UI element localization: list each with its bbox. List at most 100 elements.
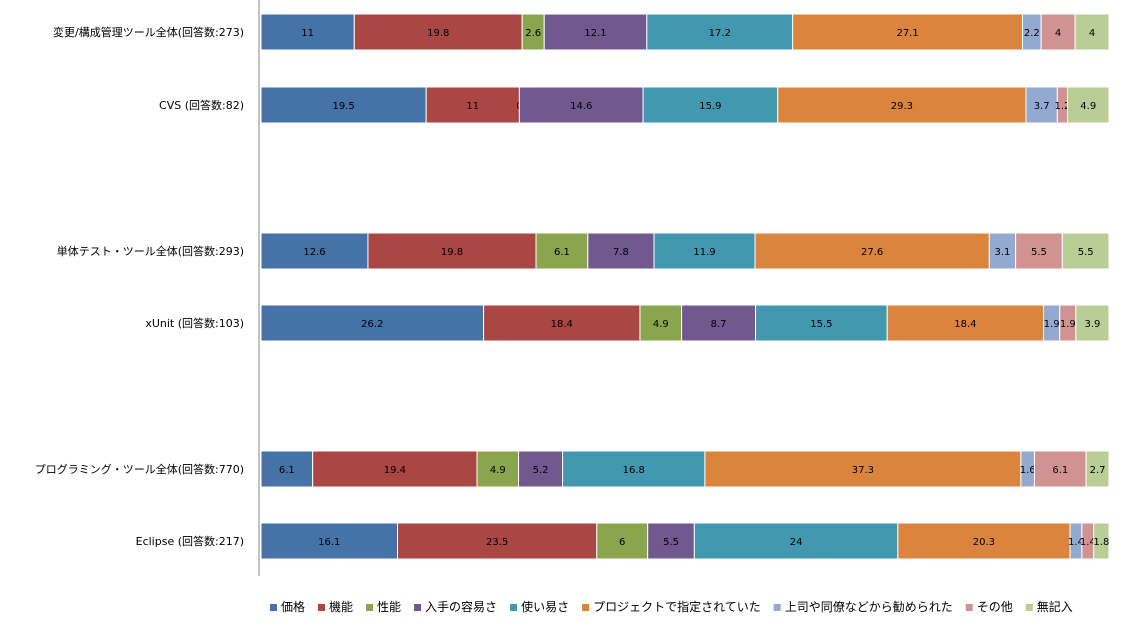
- legend-swatch: [582, 604, 590, 611]
- bar-segment: [260, 86, 427, 124]
- data-label: 14.6: [570, 101, 592, 112]
- bar-segment: [425, 86, 520, 124]
- data-label: 19.4: [384, 465, 406, 476]
- bar-segment: [587, 232, 655, 270]
- data-label: 2.7: [1090, 465, 1106, 476]
- bar-segment: [681, 304, 757, 342]
- legend-item: 性能: [366, 600, 401, 614]
- data-label: 4.9: [653, 319, 669, 330]
- legend-label: プロジェクトで指定されていた: [593, 599, 761, 614]
- bar-segment: [1066, 86, 1110, 124]
- data-label: 18.4: [954, 319, 976, 330]
- bar-segment: [543, 13, 648, 51]
- data-label: 1.4: [1080, 537, 1096, 548]
- bar-segment: [642, 86, 779, 124]
- data-label: 4.9: [1080, 101, 1096, 112]
- category-label: Eclipse (回答数:217): [136, 534, 244, 548]
- bar-segment: [777, 86, 1027, 124]
- bar-segment: [260, 304, 485, 342]
- bar-segment: [754, 232, 990, 270]
- legend-swatch: [366, 604, 374, 611]
- category-label: 単体テスト・ツール全体(回答数:293): [57, 244, 244, 258]
- legend-swatch: [510, 604, 518, 611]
- data-label: 12.6: [303, 247, 325, 258]
- data-label: 1.8: [1093, 537, 1109, 548]
- legend-label: 使い易さ: [521, 599, 569, 614]
- bar-segment: [1061, 232, 1110, 270]
- category-label: xUnit (回答数:103): [145, 316, 244, 330]
- bar-segment: [518, 86, 644, 124]
- legend-swatch: [965, 604, 973, 611]
- bar-segment: [1075, 304, 1110, 342]
- legend-label: 入手の容易さ: [425, 599, 497, 614]
- data-label: 6: [619, 537, 625, 548]
- data-label: 15.9: [699, 101, 721, 112]
- legend-label: 性能: [377, 600, 401, 614]
- legend-label: 機能: [329, 599, 353, 614]
- data-label: 29.3: [891, 101, 913, 112]
- data-label: 5.5: [1078, 247, 1094, 258]
- bar-segment: [792, 13, 1024, 51]
- bar-segment: [704, 450, 1022, 488]
- data-label: 19.8: [441, 247, 463, 258]
- bars: 1119.82.612.117.227.12.24419.511014.615.…: [260, 13, 1110, 560]
- data-label: 11.9: [693, 247, 715, 258]
- bar-segment: [1074, 13, 1110, 51]
- data-label: 17.2: [709, 28, 731, 39]
- data-label: 1.4: [1068, 537, 1084, 548]
- data-label: 19.5: [332, 101, 354, 112]
- data-label: 24: [790, 537, 803, 548]
- data-label: 11: [301, 28, 314, 39]
- legend-item: 価格: [270, 599, 305, 614]
- legend-label: 上司や同僚などから勧められた: [785, 599, 953, 614]
- bar-segment: [518, 450, 564, 488]
- legend-swatch: [318, 604, 326, 611]
- legend-swatch: [270, 604, 277, 611]
- data-label: 4: [1089, 28, 1095, 39]
- data-label: 16.1: [318, 537, 340, 548]
- data-label: 15.5: [810, 319, 832, 330]
- legend-swatch: [1025, 604, 1033, 611]
- legend-item: その他: [965, 600, 1013, 614]
- bar-segment: [260, 13, 355, 51]
- bar-segment: [1025, 86, 1058, 124]
- data-label: 16.8: [623, 465, 645, 476]
- data-label: 6.1: [1052, 465, 1068, 476]
- bar-segment: [639, 304, 683, 342]
- data-label: 1.9: [1044, 319, 1060, 330]
- data-label: 5.5: [1031, 247, 1047, 258]
- legend-swatch: [773, 604, 781, 611]
- data-label: 11: [466, 101, 479, 112]
- bar-segment: [988, 232, 1017, 270]
- bar-segment: [353, 13, 523, 51]
- category-label: 変更/構成管理ツール全体(回答数:273): [53, 25, 244, 39]
- data-label: 5.2: [533, 465, 549, 476]
- category-label: CVS (回答数:82): [159, 98, 244, 112]
- bar-segment: [1033, 450, 1087, 488]
- data-label: 26.2: [361, 319, 383, 330]
- bar-segment: [646, 13, 794, 51]
- data-label: 18.4: [551, 319, 573, 330]
- data-label: 1.9: [1060, 319, 1076, 330]
- data-label: 4: [1055, 28, 1061, 39]
- data-label: 3.7: [1034, 101, 1050, 112]
- data-label: 37.3: [852, 465, 874, 476]
- data-label: 27.1: [896, 28, 918, 39]
- data-label: 3.1: [995, 247, 1011, 258]
- data-label: 2.6: [525, 28, 541, 39]
- data-label: 3.9: [1084, 319, 1100, 330]
- bar-segment: [1085, 450, 1110, 488]
- data-label: 19.8: [427, 28, 449, 39]
- data-label: 8.7: [711, 319, 727, 330]
- legend-swatch: [414, 604, 422, 611]
- data-label: 1.2: [1054, 101, 1070, 112]
- legend-label: その他: [977, 600, 1013, 614]
- bar-segment: [693, 522, 899, 560]
- bar-segment: [312, 450, 478, 488]
- category-label: プログラミング・ツール全体(回答数:770): [35, 462, 244, 476]
- legend-item: プロジェクトで指定されていた: [582, 599, 761, 614]
- category-labels: 変更/構成管理ツール全体(回答数:273) CVS (回答数:82) 単体テスト・ツ…: [35, 25, 244, 548]
- bar-segment: [653, 232, 756, 270]
- data-label: 1.6: [1020, 465, 1036, 476]
